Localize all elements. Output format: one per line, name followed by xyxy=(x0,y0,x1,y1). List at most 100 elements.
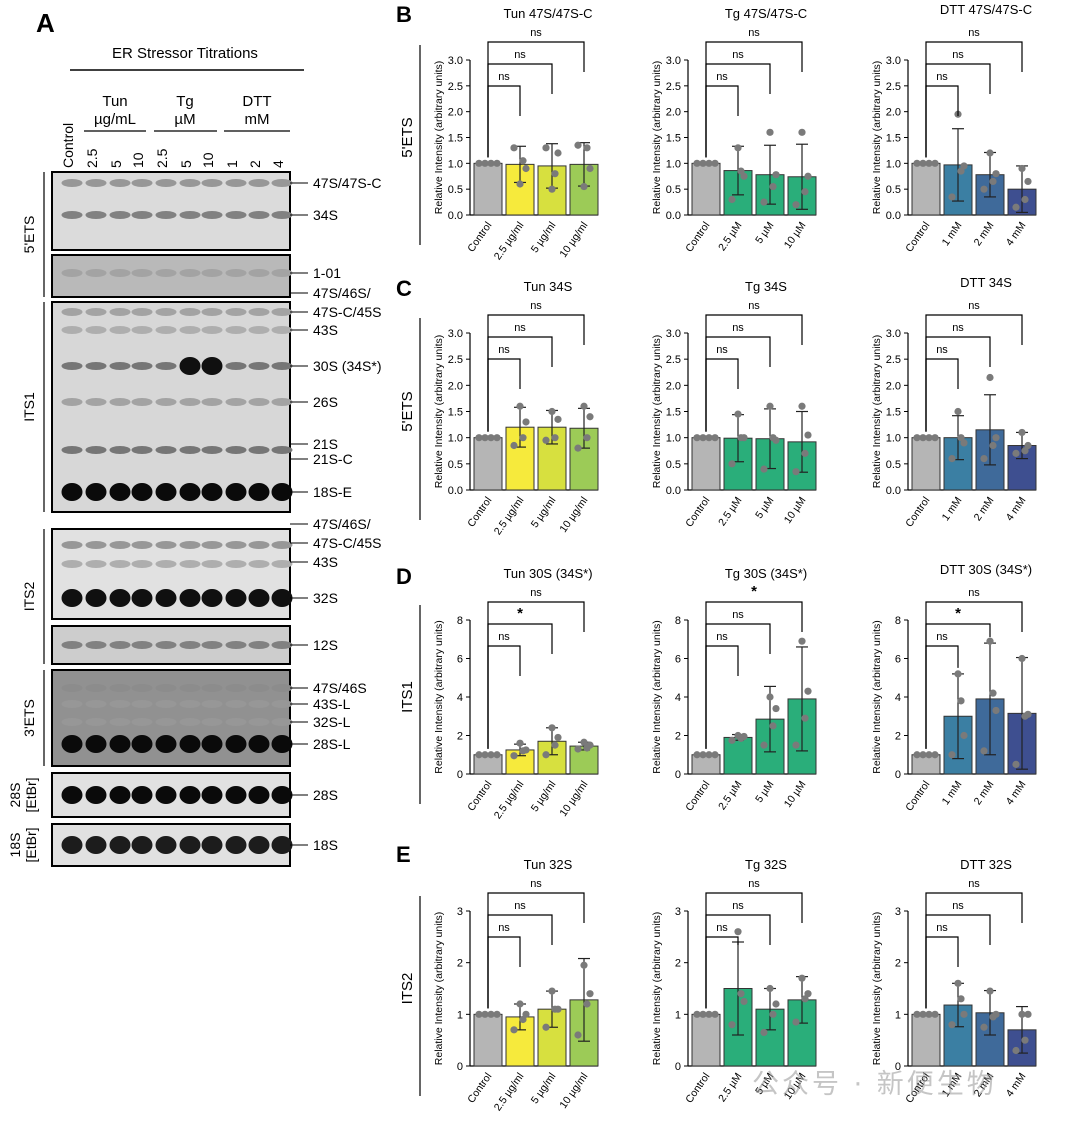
data-point xyxy=(493,1010,501,1018)
data-point xyxy=(516,402,524,410)
data-point xyxy=(986,373,994,382)
x-tick-label: 10 µg/ml xyxy=(557,495,590,535)
chart-title: Tg 47S/47S-C xyxy=(725,6,807,21)
y-axis-label: Relative Intensity (arbitrary units) xyxy=(871,335,883,488)
blot-band xyxy=(85,362,107,370)
data-point xyxy=(554,415,562,423)
data-point xyxy=(766,128,774,136)
data-point xyxy=(804,687,812,695)
y-tick-label: 1.0 xyxy=(666,433,681,445)
significance-label: ns xyxy=(530,300,542,312)
x-tick-label: Control xyxy=(683,495,712,530)
x-tick-label: 5 µM xyxy=(753,779,776,805)
blot-band xyxy=(271,718,293,726)
data-point xyxy=(1024,710,1032,718)
blot-band xyxy=(155,362,177,370)
significance-bracket xyxy=(925,85,959,158)
blot-band xyxy=(131,308,153,316)
significance-bracket xyxy=(487,936,521,1009)
bar xyxy=(473,162,503,216)
blot-band xyxy=(109,211,131,219)
blot-band xyxy=(61,700,83,708)
data-point xyxy=(913,751,921,759)
region-label: 18S[EtBr] xyxy=(7,827,39,862)
blot-group-unit: µg/mL xyxy=(94,111,136,128)
data-point xyxy=(760,741,768,749)
data-point xyxy=(516,739,524,747)
data-point xyxy=(919,159,927,167)
blot-band xyxy=(271,700,293,708)
data-point xyxy=(957,995,965,1003)
data-point xyxy=(954,979,962,987)
chart-tg-47s-47s-c: Tg 47S/47S-C 0.0 0.5 1.0 1.5 2.0 2.5 3.0Relativ… xyxy=(651,6,817,254)
bar xyxy=(691,162,721,216)
blot-band xyxy=(225,179,247,187)
significance-bracket xyxy=(925,892,1023,1009)
y-axis-label: Relative Intensity (arbitrary units) xyxy=(871,620,883,773)
data-point xyxy=(766,402,774,410)
y-axis-label: Relative Intensity (arbitrary units) xyxy=(651,335,663,488)
y-tick-label: 1.0 xyxy=(886,433,901,445)
data-point xyxy=(574,141,582,149)
data-point xyxy=(522,1010,530,1018)
panel-letter-C: C xyxy=(396,276,412,301)
data-point xyxy=(734,928,742,936)
blot-band xyxy=(131,269,153,277)
data-point xyxy=(510,752,518,760)
chart-tg-30s-34s-: Tg 30S (34S*) 0 2 4 6 8 Relative Intensity (ar… xyxy=(651,566,817,813)
data-point xyxy=(1024,1010,1032,1018)
data-point xyxy=(548,185,556,193)
data-point xyxy=(925,434,933,442)
band-label: 47S/46S/ xyxy=(313,285,371,301)
blot-band xyxy=(225,398,247,406)
y-axis-label: Relative Intensity (arbitrary units) xyxy=(871,61,883,214)
significance-label: ns xyxy=(732,609,744,621)
chart-tun-47s-47s-c: Tun 47S/47S-C 0.0 0.5 1.0 1.5 2.0 2.5 3.0Relati… xyxy=(433,6,599,262)
data-point xyxy=(693,1010,701,1018)
blot-band xyxy=(225,786,247,804)
x-tick-label: 2.5 µM xyxy=(716,495,744,528)
blot-band xyxy=(85,836,107,854)
data-point xyxy=(737,990,745,998)
band-label: 18S xyxy=(313,837,338,853)
data-point xyxy=(522,164,530,173)
significance-label: ns xyxy=(514,49,526,61)
data-point xyxy=(804,172,812,180)
data-point xyxy=(798,637,806,645)
significance-label: ns xyxy=(716,922,728,934)
data-point xyxy=(699,1010,707,1018)
data-point xyxy=(948,455,956,463)
blot-band xyxy=(225,735,247,753)
x-tick-label: 5 µg/ml xyxy=(529,779,559,814)
blot-band xyxy=(85,483,107,501)
data-point xyxy=(705,751,713,759)
significance-label: ns xyxy=(968,300,980,312)
significance-label: ns xyxy=(936,922,948,934)
lane-label: Control xyxy=(60,123,76,168)
significance-bracket xyxy=(487,358,521,432)
x-tick-label: 5 µM xyxy=(753,495,776,521)
data-point xyxy=(960,162,968,170)
data-point xyxy=(931,1010,939,1018)
data-point xyxy=(740,732,748,741)
data-point xyxy=(481,751,489,759)
data-point xyxy=(487,159,495,167)
blot-band xyxy=(271,541,293,549)
data-point xyxy=(792,201,800,209)
blot-band xyxy=(248,836,270,854)
y-tick-label: 4 xyxy=(457,692,463,704)
blot-band xyxy=(179,641,201,649)
blot-band xyxy=(201,684,223,692)
blot-band xyxy=(61,362,83,370)
data-point xyxy=(1018,1010,1026,1018)
blot-band xyxy=(155,308,177,316)
data-point xyxy=(925,751,933,759)
blot-band xyxy=(201,326,223,334)
blot-band xyxy=(155,269,177,277)
data-point xyxy=(980,455,988,463)
blot-band xyxy=(248,718,270,726)
band-label: 43S xyxy=(313,322,338,338)
blot-band xyxy=(271,326,293,334)
data-point xyxy=(705,434,713,442)
